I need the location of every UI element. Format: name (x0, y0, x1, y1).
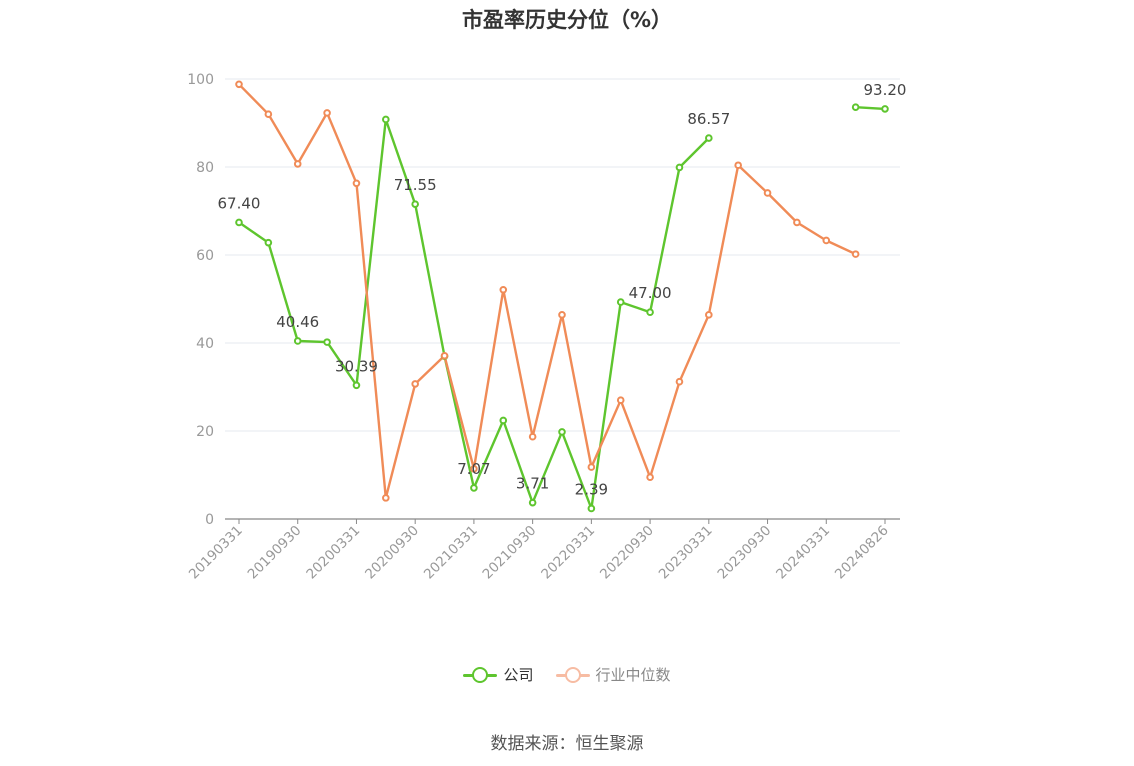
data-label: 40.46 (276, 313, 319, 331)
series-layer (235, 80, 889, 513)
data-point-0 (528, 498, 537, 507)
data-point-0 (499, 416, 508, 425)
y-tick-label: 20 (196, 424, 214, 440)
data-point-1 (616, 396, 625, 405)
data-point-0 (705, 134, 713, 142)
legend-swatch-icon (463, 666, 498, 683)
x-tick-label: 20190331 (186, 523, 246, 583)
data-label: 2.39 (575, 480, 608, 498)
data-point-0 (675, 163, 684, 172)
data-point-0 (411, 200, 419, 208)
data-point-1 (734, 161, 742, 170)
data-point-0 (558, 428, 566, 436)
data-point-1 (851, 250, 860, 258)
data-point-0 (382, 115, 390, 124)
grid-layer (225, 78, 900, 432)
data-point-1 (558, 311, 566, 319)
data-point-1 (499, 285, 508, 294)
data-point-1 (705, 311, 713, 319)
data-point-1 (352, 179, 361, 188)
y-tick-label: 0 (205, 512, 214, 528)
data-point-1 (411, 380, 419, 388)
data-point-0 (881, 105, 889, 113)
y-tick-label: 40 (196, 336, 214, 352)
data-point-0 (264, 238, 273, 247)
data-point-0 (323, 338, 331, 346)
data-point-1 (587, 463, 596, 471)
data-point-1 (646, 473, 654, 482)
data-label: 3.71 (516, 475, 549, 493)
data-label: 71.55 (394, 176, 437, 194)
data-source: 数据来源：恒生聚源 (490, 734, 644, 754)
y-tick-label: 60 (196, 248, 214, 264)
x-tick-label: 20200930 (362, 523, 422, 583)
data-point-0 (646, 308, 654, 317)
data-point-1 (763, 189, 772, 197)
x-tick-label: 20230930 (714, 523, 774, 583)
x-tick-label: 20200331 (303, 523, 363, 583)
data-point-1 (822, 236, 831, 245)
data-point-1 (470, 465, 478, 473)
data-label: 47.00 (629, 284, 672, 302)
x-tick-label: 20230331 (656, 523, 716, 583)
data-point-0 (293, 337, 302, 345)
data-label: 7.07 (457, 460, 490, 478)
legend-item-1[interactable]: 行业中位数 (555, 664, 671, 685)
data-point-1 (323, 109, 331, 117)
data-point-0 (235, 218, 243, 227)
x-tick-label: 20240826 (832, 523, 892, 583)
y-tick-label: 100 (187, 72, 214, 88)
x-tick-label: 20220930 (597, 523, 657, 583)
data-point-0 (587, 504, 596, 513)
x-tick-label: 20210930 (480, 523, 540, 583)
data-point-0 (352, 381, 361, 390)
data-label: 93.20 (864, 81, 907, 99)
x-tick-label: 20210331 (421, 523, 481, 583)
legend-swatch-icon (555, 666, 590, 683)
data-point-1 (235, 80, 243, 89)
legend-label: 行业中位数 (595, 666, 671, 684)
series-line-1 (238, 83, 857, 500)
data-point-0 (616, 298, 625, 306)
data-point-0 (470, 484, 478, 492)
data-label: 86.57 (687, 110, 730, 128)
legend: 公司 行业中位数 (0, 664, 1134, 685)
x-tick-label: 20240331 (773, 523, 833, 583)
legend-item-0[interactable]: 公司 (463, 664, 534, 685)
data-point-1 (528, 432, 537, 441)
data-point-1 (264, 110, 273, 118)
x-tick-label: 20220331 (538, 523, 598, 583)
data-point-1 (440, 351, 449, 360)
chart-title: 市盈率历史分位（%） (461, 8, 673, 32)
y-tick-label: 80 (196, 160, 214, 176)
data-point-1 (293, 160, 302, 168)
x-tick-label: 20190930 (245, 523, 305, 583)
legend-label: 公司 (503, 666, 534, 684)
data-point-1 (793, 218, 801, 227)
data-label: 67.40 (218, 194, 261, 212)
data-point-0 (851, 103, 860, 111)
data-point-1 (382, 494, 390, 502)
data-label: 30.39 (335, 357, 378, 375)
data-point-1 (675, 377, 684, 386)
label-layer: 67.40 40.46 30.39 71.55 7.07 3.71 2.39 47.00 86.… (218, 81, 907, 499)
